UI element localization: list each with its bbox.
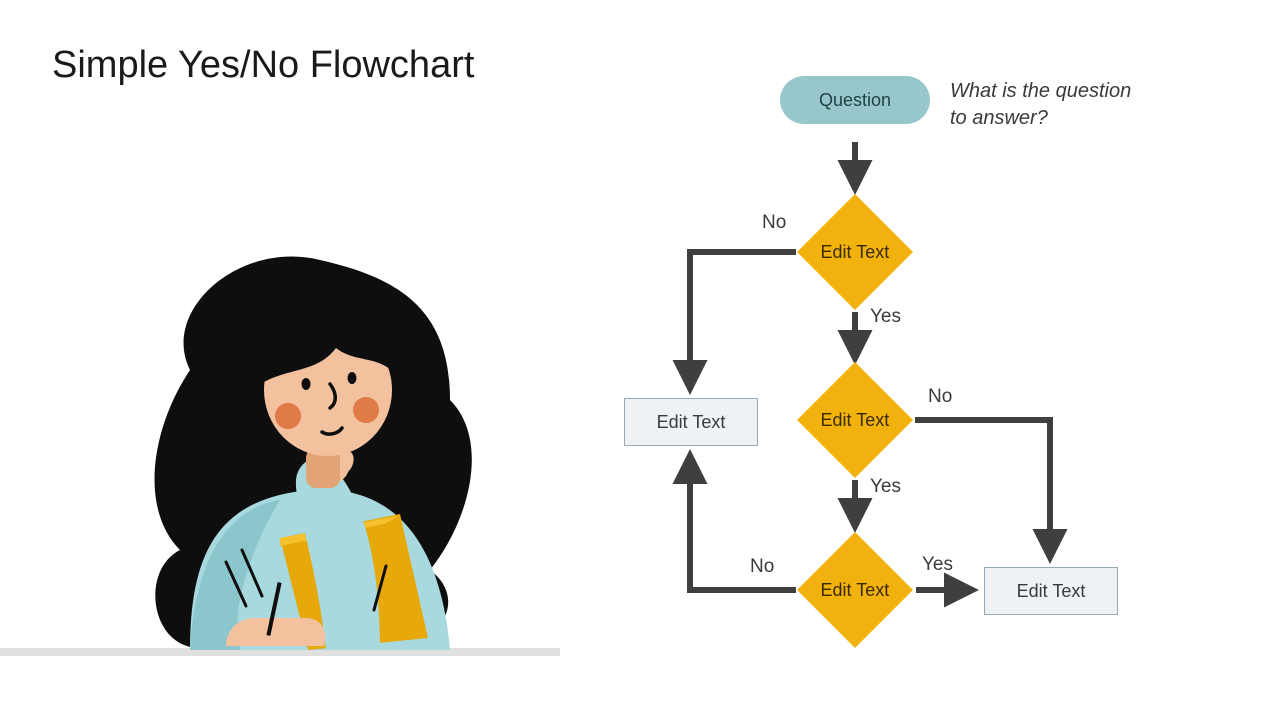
annotation-line-1: What is the question (950, 80, 1131, 102)
decision-2-label: Edit Text (821, 410, 890, 431)
edge-label-no-1: No (762, 212, 786, 234)
slide-title: Simple Yes/No Flowchart (52, 44, 474, 87)
result-2-label: Edit Text (1017, 581, 1086, 602)
decision-2: Edit Text (797, 362, 913, 478)
thinking-person-illustration (130, 250, 510, 650)
edge-label-yes-2: Yes (870, 476, 901, 498)
question-annotation: What is the question to answer? (950, 78, 1131, 132)
result-2: Edit Text (984, 567, 1118, 615)
slide-stage: Simple Yes/No Flowchart (0, 0, 1280, 720)
decision-1-label: Edit Text (821, 242, 890, 263)
annotation-line-2: to answer? (950, 107, 1048, 129)
decision-1: Edit Text (797, 194, 913, 310)
result-1: Edit Text (624, 398, 758, 446)
question-node: Question (780, 76, 930, 124)
decision-3-label: Edit Text (821, 580, 890, 601)
edge-label-yes-1: Yes (870, 306, 901, 328)
edge-label-yes-3: Yes (922, 554, 953, 576)
edge-label-no-3: No (750, 556, 774, 578)
decision-3: Edit Text (797, 532, 913, 648)
edge-label-no-2: No (928, 386, 952, 408)
result-1-label: Edit Text (657, 412, 726, 433)
question-node-label: Question (819, 90, 891, 111)
